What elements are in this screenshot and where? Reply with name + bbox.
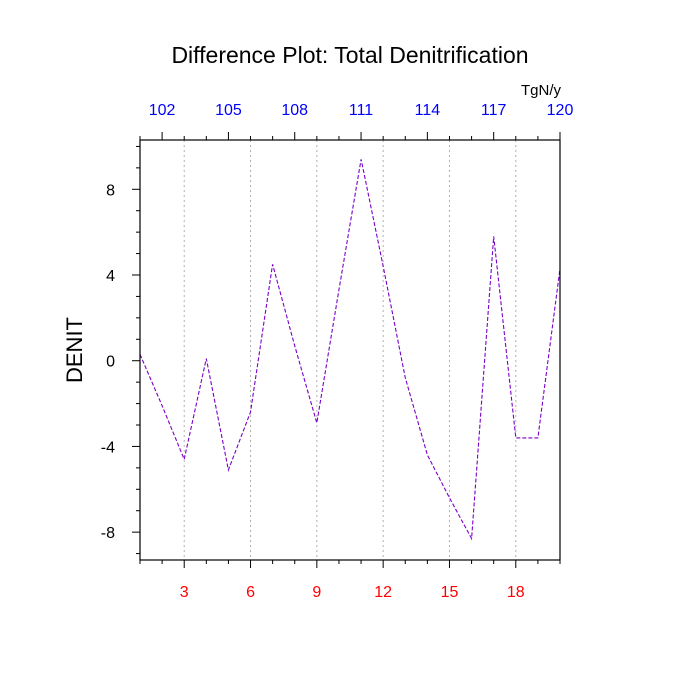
y-tick-label: -4 bbox=[101, 439, 115, 456]
series-line bbox=[139, 159, 561, 541]
top-tick-label: 111 bbox=[349, 102, 373, 119]
axis-ticks bbox=[132, 132, 561, 568]
units-label: TgN/y bbox=[521, 82, 562, 99]
series-layer bbox=[139, 159, 561, 541]
top-tick-label: 117 bbox=[481, 102, 507, 119]
bottom-tick-label: 12 bbox=[374, 584, 392, 601]
tick-labels: 3 6 9 12 15 18 102 105 108 111 114 117 120 -8 -4 0 4 8 bbox=[101, 102, 574, 601]
top-tick-label: 105 bbox=[215, 102, 242, 119]
y-tick-label: 8 bbox=[106, 182, 115, 199]
y-tick-label: 0 bbox=[106, 354, 115, 371]
y-tick-label: -8 bbox=[101, 525, 115, 542]
plot-frame bbox=[139, 139, 561, 561]
y-tick-label: 4 bbox=[106, 268, 115, 285]
bottom-tick-label: 18 bbox=[507, 584, 525, 601]
top-tick-label: 114 bbox=[415, 102, 441, 119]
bottom-tick-label: 9 bbox=[312, 584, 321, 601]
top-tick-label: 108 bbox=[281, 102, 308, 119]
top-tick-label: 120 bbox=[547, 102, 574, 119]
bottom-tick-label: 6 bbox=[246, 584, 255, 601]
chart-title: Difference Plot: Total Denitrification bbox=[171, 42, 528, 68]
top-tick-label: 102 bbox=[149, 102, 176, 119]
x-gridlines bbox=[183, 140, 517, 560]
bottom-tick-label: 3 bbox=[180, 584, 189, 601]
bottom-tick-label: 15 bbox=[441, 584, 459, 601]
y-axis-label: DENIT bbox=[62, 317, 87, 383]
